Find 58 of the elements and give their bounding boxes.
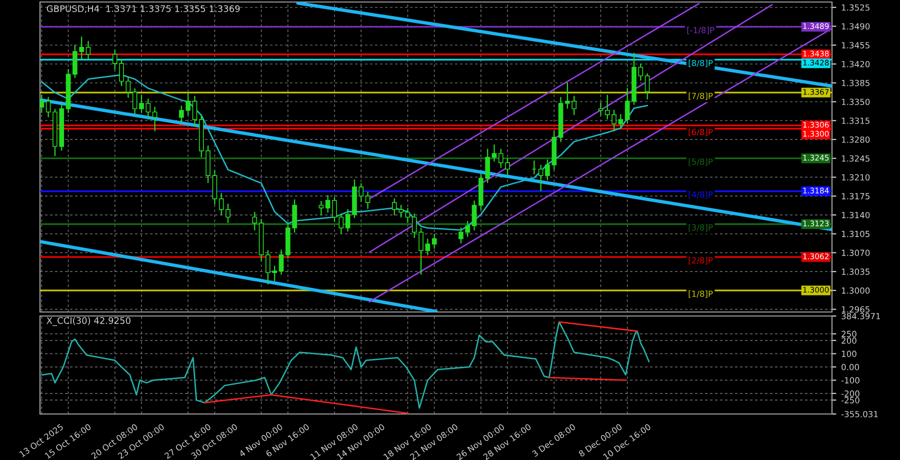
y-tick-label: 1.3175 (842, 193, 870, 200)
chart-title: GBPUSD,H4 1.3371 1.3375 1.3355 1.3369 (46, 5, 240, 14)
y-tick-label: 1.3105 (842, 230, 870, 238)
candlestick (644, 73, 650, 100)
y-tick-label: 1.2965 (842, 306, 870, 313)
y-tick-label: 1.3420 (842, 60, 870, 68)
y-tick-label: 1.3245 (842, 155, 870, 162)
y-tick-label: -100 (841, 377, 860, 384)
candlestick (126, 76, 131, 98)
y-tick-label: -200 (841, 390, 860, 397)
y-tick-label: 1.3070 (842, 250, 870, 256)
candlestick (425, 238, 430, 256)
candlestick (46, 96, 51, 118)
chart-title: X_CCI(30) 42.9250 (46, 316, 130, 326)
candlestick (192, 96, 198, 127)
candlestick (278, 249, 284, 275)
y-tick-label: 1.3350 (842, 98, 870, 106)
candlestick (86, 40, 91, 60)
y-tick-label: 200 (842, 337, 856, 344)
candlestick (432, 234, 437, 249)
candlestick (252, 212, 258, 231)
y-tick-label: 1.3525 (842, 4, 870, 11)
annotation: [4/8]P (688, 191, 713, 199)
y-tick-label: 1.3035 (842, 268, 870, 275)
annotation: [2/8]P (688, 257, 713, 264)
annotation: [8/8]P (688, 60, 713, 68)
candlestick (538, 164, 544, 192)
candlestick (618, 114, 624, 130)
candlestick (598, 102, 604, 116)
candlestick (318, 200, 324, 216)
candlestick (152, 106, 158, 132)
candlestick (472, 200, 477, 231)
y-tick-label: 1.3385 (842, 80, 870, 86)
annotation: [-1/8]P (687, 26, 714, 34)
y-tick-label: 1.3140 (842, 212, 870, 218)
y-tick-label: 1.3280 (842, 136, 870, 143)
candlestick (212, 170, 218, 205)
y-tick-label: 1.3210 (842, 174, 870, 180)
candlestick (492, 144, 497, 162)
y-tick-label: 100 (842, 350, 856, 357)
y-tick-label: -250 (841, 397, 860, 404)
y-tick-label: 0.00 (842, 364, 860, 370)
y-tick-label: 1.3315 (842, 118, 870, 124)
annotation: [7/8]P (688, 92, 713, 100)
y-tick-label: 250 (842, 330, 856, 338)
annotation: [3/8]P (688, 224, 713, 232)
annotation: [5/8]P (688, 158, 713, 166)
annotation: [6/8]P (688, 128, 713, 136)
candlestick (365, 192, 370, 210)
y-tick-label: 1.3490 (842, 23, 870, 30)
candlestick (40, 94, 44, 114)
y-tick-label: 1.3000 (842, 287, 870, 294)
y-tick-label: -355.031 (841, 410, 878, 418)
candlestick (405, 208, 410, 224)
candlestick (345, 209, 350, 232)
y-tick-label: 384.3971 (842, 312, 880, 320)
y-tick-label: 1.3455 (842, 42, 870, 48)
annotation: [1/8]P (688, 290, 713, 298)
